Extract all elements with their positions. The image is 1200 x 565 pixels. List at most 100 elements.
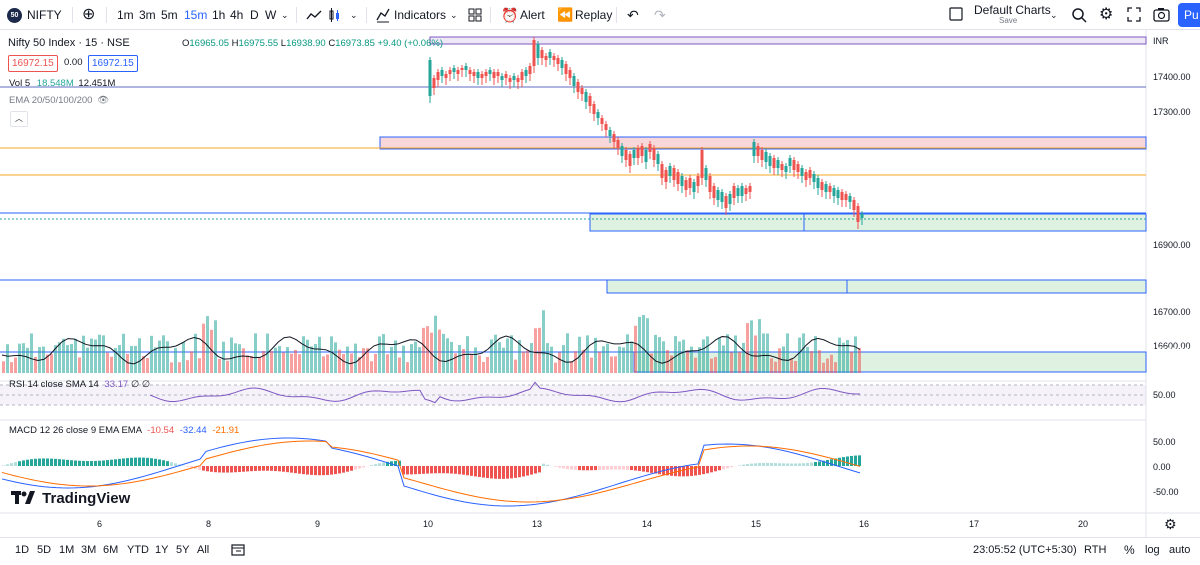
macd-histogram-bar — [442, 466, 445, 474]
timeframe-15m[interactable]: 15m — [184, 8, 208, 22]
candle-body — [596, 112, 600, 118]
macd-histogram-bar — [570, 466, 573, 470]
candle-body — [740, 186, 744, 196]
rsi-legend[interactable]: RSI 14 close SMA 14 33.17 ∅ ∅ — [9, 379, 150, 391]
ema-legend[interactable]: EMA 20/50/100/200 👁 — [9, 95, 109, 107]
macd-histogram-bar — [650, 466, 653, 473]
timeframe-1m[interactable]: 1m — [117, 8, 134, 22]
macd-histogram-bar — [686, 466, 689, 477]
timeframe-d[interactable]: D — [250, 8, 259, 22]
publish-button[interactable]: Pu — [1178, 3, 1200, 27]
volume-bar — [634, 325, 637, 373]
line-chart-type-icon[interactable] — [306, 0, 322, 30]
range-5d[interactable]: 5D — [37, 544, 52, 556]
change-value: +9.40 (+0.06%) — [377, 38, 444, 49]
volume-bar — [566, 333, 569, 373]
clock-timezone[interactable]: 23:05:52 (UTC+5:30) — [973, 544, 1077, 556]
eye-hidden-icon[interactable]: 👁 — [97, 95, 110, 106]
range-5y[interactable]: 5Y — [176, 544, 190, 556]
volume-bar — [694, 357, 697, 373]
log-scale-toggle[interactable]: log — [1145, 544, 1160, 556]
volume-bar — [674, 336, 677, 373]
volume-bar — [30, 333, 33, 373]
macd-histogram-bar — [242, 466, 245, 472]
range-3m[interactable]: 3M — [81, 544, 97, 556]
series-title[interactable]: Nifty 50 Index · 15 · NSE — [8, 37, 130, 49]
layout-name-button[interactable]: Default Charts — [974, 3, 1051, 17]
replay-button[interactable]: Replay — [575, 8, 613, 22]
timeframe-4h[interactable]: 4h — [230, 8, 244, 22]
indicators-button[interactable]: Indicators — [394, 8, 447, 22]
sell-price-button[interactable]: 16972.15 — [8, 55, 58, 72]
candle-body — [768, 156, 772, 166]
templates-grid-icon[interactable] — [468, 0, 482, 30]
rewind-icon[interactable]: ⏪ — [557, 7, 574, 22]
layout-square-icon[interactable] — [949, 0, 964, 30]
volume-bar — [230, 337, 233, 373]
currency-selector[interactable]: INR — [1153, 36, 1169, 46]
macd-histogram-bar — [206, 466, 209, 472]
timeframe-w[interactable]: W — [265, 8, 277, 22]
chevron-down-icon[interactable]: ⌄ — [281, 10, 289, 20]
time-tick: 15 — [751, 519, 762, 529]
price-tag: 16991.25 — [1151, 189, 1189, 199]
volume-bar — [22, 343, 25, 373]
gear-icon[interactable]: ⚙ — [1099, 6, 1114, 23]
timeframe-5m[interactable]: 5m — [161, 8, 178, 22]
fullscreen-icon[interactable] — [1127, 0, 1141, 30]
alarm-clock-icon[interactable]: ⏰ — [501, 7, 519, 23]
symbol-logo-icon[interactable]: 50 — [7, 8, 22, 23]
time-axis-settings-icon[interactable]: ⚙ — [1164, 516, 1177, 532]
range-1m[interactable]: 1M — [59, 544, 75, 556]
buy-price-button[interactable]: 16972.15 — [88, 55, 138, 72]
candle-body — [656, 154, 660, 164]
macd-histogram-bar — [786, 463, 789, 466]
chevron-down-icon[interactable]: ⌄ — [1050, 10, 1058, 20]
range-1y[interactable]: 1Y — [155, 544, 169, 556]
volume-bar — [422, 327, 425, 373]
volume-bar — [790, 358, 793, 373]
candles-chart-type-icon[interactable] — [328, 0, 342, 30]
chevron-down-icon[interactable]: ⌄ — [450, 10, 458, 20]
range-6m[interactable]: 6M — [103, 544, 119, 556]
range-all[interactable]: All — [197, 544, 210, 556]
range-1d[interactable]: 1D — [15, 544, 30, 556]
candle-body — [524, 70, 528, 76]
redo-icon[interactable]: ↷ — [654, 7, 666, 23]
symbol-search-button[interactable]: NIFTY — [27, 8, 62, 22]
bottom-toolbar: 1D 5D 1M 3M 6M YTD 1Y 5Y All 23:05:52 (U… — [0, 537, 1200, 565]
undo-icon[interactable]: ↶ — [627, 7, 639, 23]
collapse-legend-icon[interactable]: ︿ — [10, 111, 28, 127]
chart-canvas[interactable] — [0, 30, 1200, 537]
indicators-icon[interactable] — [376, 0, 390, 30]
date-range-icon[interactable] — [231, 538, 245, 565]
volume-bar — [222, 341, 225, 373]
camera-icon[interactable] — [1153, 0, 1171, 30]
candle-body — [652, 148, 656, 160]
alert-button[interactable]: Alert — [520, 8, 545, 22]
timeframe-3m[interactable]: 3m — [139, 8, 156, 22]
candle-body — [632, 150, 636, 158]
volume-bar — [658, 337, 661, 373]
timeframe-1h[interactable]: 1h — [212, 8, 226, 22]
macd-histogram-bar — [274, 466, 277, 472]
range-ytd[interactable]: YTD — [127, 544, 149, 556]
compare-symbol-icon[interactable]: ⊕ — [82, 6, 96, 23]
macd-histogram-bar — [702, 466, 705, 475]
search-icon-svg — [1072, 8, 1087, 23]
macd-legend[interactable]: MACD 12 26 close 9 EMA EMA -10.54 -32.44… — [9, 425, 239, 437]
volume-bar — [182, 341, 185, 373]
percent-scale-toggle[interactable]: % — [1124, 543, 1135, 557]
volume-bar — [374, 353, 377, 373]
candle-body — [436, 72, 440, 80]
candle-body — [576, 82, 580, 92]
price-tag: 16582.40 — [1151, 346, 1189, 356]
auto-scale-toggle[interactable]: auto — [1169, 544, 1191, 556]
volume-bar — [698, 347, 701, 373]
chevron-down-icon[interactable]: ⌄ — [350, 10, 358, 20]
search-icon[interactable] — [1071, 0, 1087, 30]
volume-legend[interactable]: Vol 5 18.548M 12.451M — [9, 78, 115, 90]
session-button[interactable]: RTH — [1084, 544, 1107, 556]
macd-histogram-bar — [130, 457, 133, 466]
